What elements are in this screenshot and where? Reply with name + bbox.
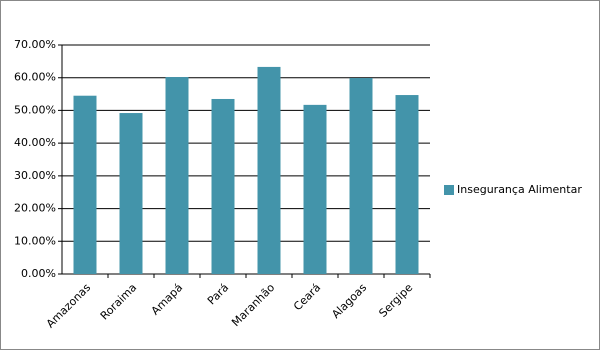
bar	[211, 98, 235, 274]
y-tick-label: 70.00%	[14, 38, 56, 51]
bar	[73, 95, 97, 274]
bar	[257, 66, 281, 274]
bar	[165, 77, 189, 274]
y-tick-label: 20.00%	[14, 202, 56, 215]
y-tick-label: 10.00%	[14, 234, 56, 247]
bar	[119, 113, 143, 274]
bar	[349, 78, 373, 274]
y-tick-label: 60.00%	[14, 71, 56, 84]
bar	[303, 104, 327, 274]
bar	[395, 95, 419, 274]
y-tick-label: 0.00%	[21, 267, 56, 280]
legend-swatch	[444, 185, 454, 195]
y-tick-label: 50.00%	[14, 103, 56, 116]
legend-label: Insegurança Alimentar	[457, 183, 582, 196]
y-tick-label: 30.00%	[14, 169, 56, 182]
y-tick-label: 40.00%	[14, 136, 56, 149]
